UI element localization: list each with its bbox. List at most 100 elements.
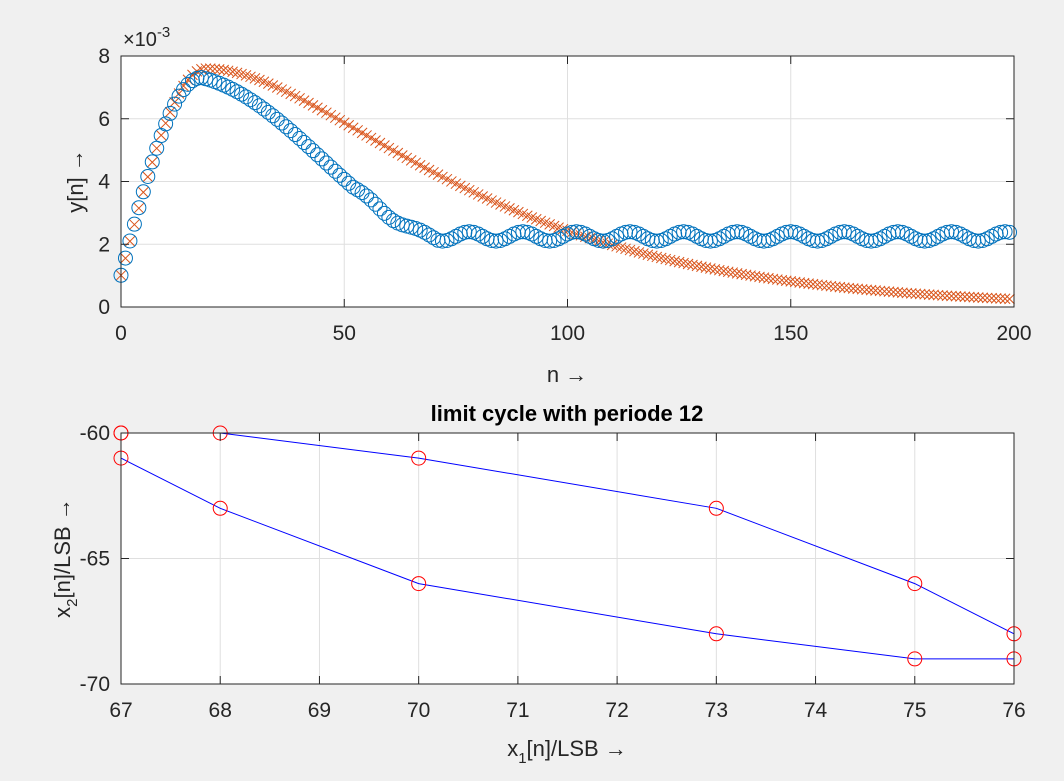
bottom-ticks: 67 68 69 70 71 72 73 74 75 76 -70 -65 -60 <box>80 422 1026 722</box>
top-series1-circle-marker <box>711 231 727 247</box>
top-series1-circle-marker <box>135 184 151 200</box>
top-series2-x-marker <box>687 259 698 271</box>
bottom-subplot: limit cycle with periode 12 67 68 69 70 71 72… <box>50 401 1026 767</box>
top-series2-x-marker <box>946 290 957 302</box>
top-series1-circle-marker <box>501 228 517 244</box>
top-series2-x-marker <box>883 286 895 298</box>
bottom-y-axis-label: x2[n]/LSB → <box>50 498 81 618</box>
top-series1-circle-marker <box>845 226 861 242</box>
top-series2-x-marker <box>642 249 654 261</box>
top-series1-circle-marker <box>309 147 325 163</box>
bottom-y-tick-label: -70 <box>80 673 110 696</box>
top-series2-x-marker <box>776 274 788 286</box>
top-series2-x-marker <box>990 293 1002 304</box>
bottom-state-circle-marker <box>708 500 724 516</box>
top-series1-circle-marker <box>850 228 866 244</box>
top-series2-x-marker <box>999 293 1011 305</box>
top-series2-x-marker <box>169 96 180 108</box>
exponent-base: ×10 <box>123 29 157 51</box>
top-series2-x-marker <box>825 280 837 292</box>
top-series1-circle-marker <box>345 179 361 195</box>
top-series1-circle-marker <box>488 233 504 249</box>
top-series2-x-marker <box>664 254 676 266</box>
top-series1-circle-marker <box>863 233 879 249</box>
top-series1-circle-marker <box>158 116 174 132</box>
top-series2-x-marker <box>950 290 962 302</box>
bottom-x-tick-label: 68 <box>209 699 232 722</box>
top-series2-x-marker <box>682 258 694 270</box>
top-series2-x-marker <box>870 285 881 296</box>
top-series1-circle-marker <box>305 143 321 159</box>
top-series1-circle-marker <box>140 168 156 184</box>
top-y-exponent-label: ×10-3 <box>123 24 170 51</box>
bottom-x-tick-label: 76 <box>1002 699 1025 722</box>
top-series2-x-marker <box>597 237 609 248</box>
top-y-tick-label: 0 <box>98 296 110 319</box>
top-series1-circle-marker <box>551 231 567 247</box>
top-series1-circle-marker <box>622 224 638 240</box>
top-series1-circle-marker <box>738 226 754 242</box>
top-series2-x-marker <box>731 267 743 279</box>
top-series2-x-marker <box>655 252 667 264</box>
top-series1-circle-marker <box>122 233 138 249</box>
top-series1-circle-marker <box>796 228 812 244</box>
top-series1-circle-marker <box>417 224 433 240</box>
top-series1-circle-marker <box>162 105 178 121</box>
top-series1-circle-marker <box>363 192 379 208</box>
top-series2-x-marker <box>678 257 689 269</box>
top-series2-x-marker <box>727 267 739 278</box>
top-series2-x-marker <box>231 67 243 79</box>
top-series2-x-marker <box>673 256 685 268</box>
top-ticks: 0 50 100 150 200 0 2 4 6 8 <box>98 45 1031 345</box>
top-series2-x-marker <box>137 186 149 198</box>
top-series2-x-marker <box>780 275 792 287</box>
top-series2-x-marker <box>709 264 721 275</box>
top-series1-circle-marker <box>225 81 241 97</box>
top-series2-x-marker <box>736 268 747 280</box>
top-series1-circle-marker <box>756 233 772 249</box>
top-series1-circle-marker <box>180 76 196 92</box>
top-series2-x-marker <box>963 291 975 303</box>
top-series2-x-marker <box>874 285 886 297</box>
top-series2-x-marker <box>865 284 877 296</box>
top-series1-circle-marker <box>421 227 437 243</box>
top-series1-circle-marker <box>167 96 183 112</box>
top-series2-x-marker <box>758 272 770 283</box>
top-series1-circle-marker <box>952 226 968 242</box>
top-series2-x-marker <box>803 278 814 289</box>
top-series2-x-marker <box>196 63 207 75</box>
top-series1-circle-marker <box>234 86 250 102</box>
top-series1-circle-marker <box>381 209 397 225</box>
top-y-tick-label: 4 <box>98 171 110 194</box>
bottom-x-tick-label: 69 <box>308 699 331 722</box>
bottom-state-circle-marker <box>907 576 923 592</box>
top-series1-circle-marker <box>689 228 705 244</box>
bottom-x-axis-label: x1[n]/LSB → <box>507 736 627 767</box>
top-x-tick-label: 200 <box>996 322 1031 345</box>
top-series2-x-marker <box>129 219 140 230</box>
top-series1-circle-marker <box>332 167 348 183</box>
bottom-state-circle-marker <box>411 450 427 466</box>
top-series2-x-marker <box>785 276 797 287</box>
top-series1-circle-marker <box>131 200 147 216</box>
top-series1-circle-marker <box>997 224 1013 240</box>
top-series1-circle-marker <box>676 224 692 240</box>
top-series1-circle-marker <box>287 127 303 143</box>
top-series2-x-marker <box>843 282 855 294</box>
top-series2-x-marker <box>852 283 864 295</box>
top-series1-circle-marker <box>926 231 942 247</box>
top-series2-x-marker <box>718 265 730 277</box>
top-series1-circle-marker <box>292 130 308 146</box>
bottom-grid <box>121 433 1014 684</box>
top-series2-x-marker <box>700 262 712 273</box>
top-series1-circle-marker <box>993 224 1009 240</box>
top-series1-circle-marker <box>582 228 598 244</box>
top-series2-x-marker <box>941 290 953 302</box>
top-series2-x-marker <box>888 286 899 298</box>
top-series2-x-marker <box>959 291 971 303</box>
y-label-base: x <box>50 607 75 618</box>
top-series2-x-marker <box>754 271 765 283</box>
top-series1-circle-marker <box>144 154 160 170</box>
top-series2-x-marker <box>660 253 672 265</box>
top-series1-circle-marker <box>783 224 799 240</box>
